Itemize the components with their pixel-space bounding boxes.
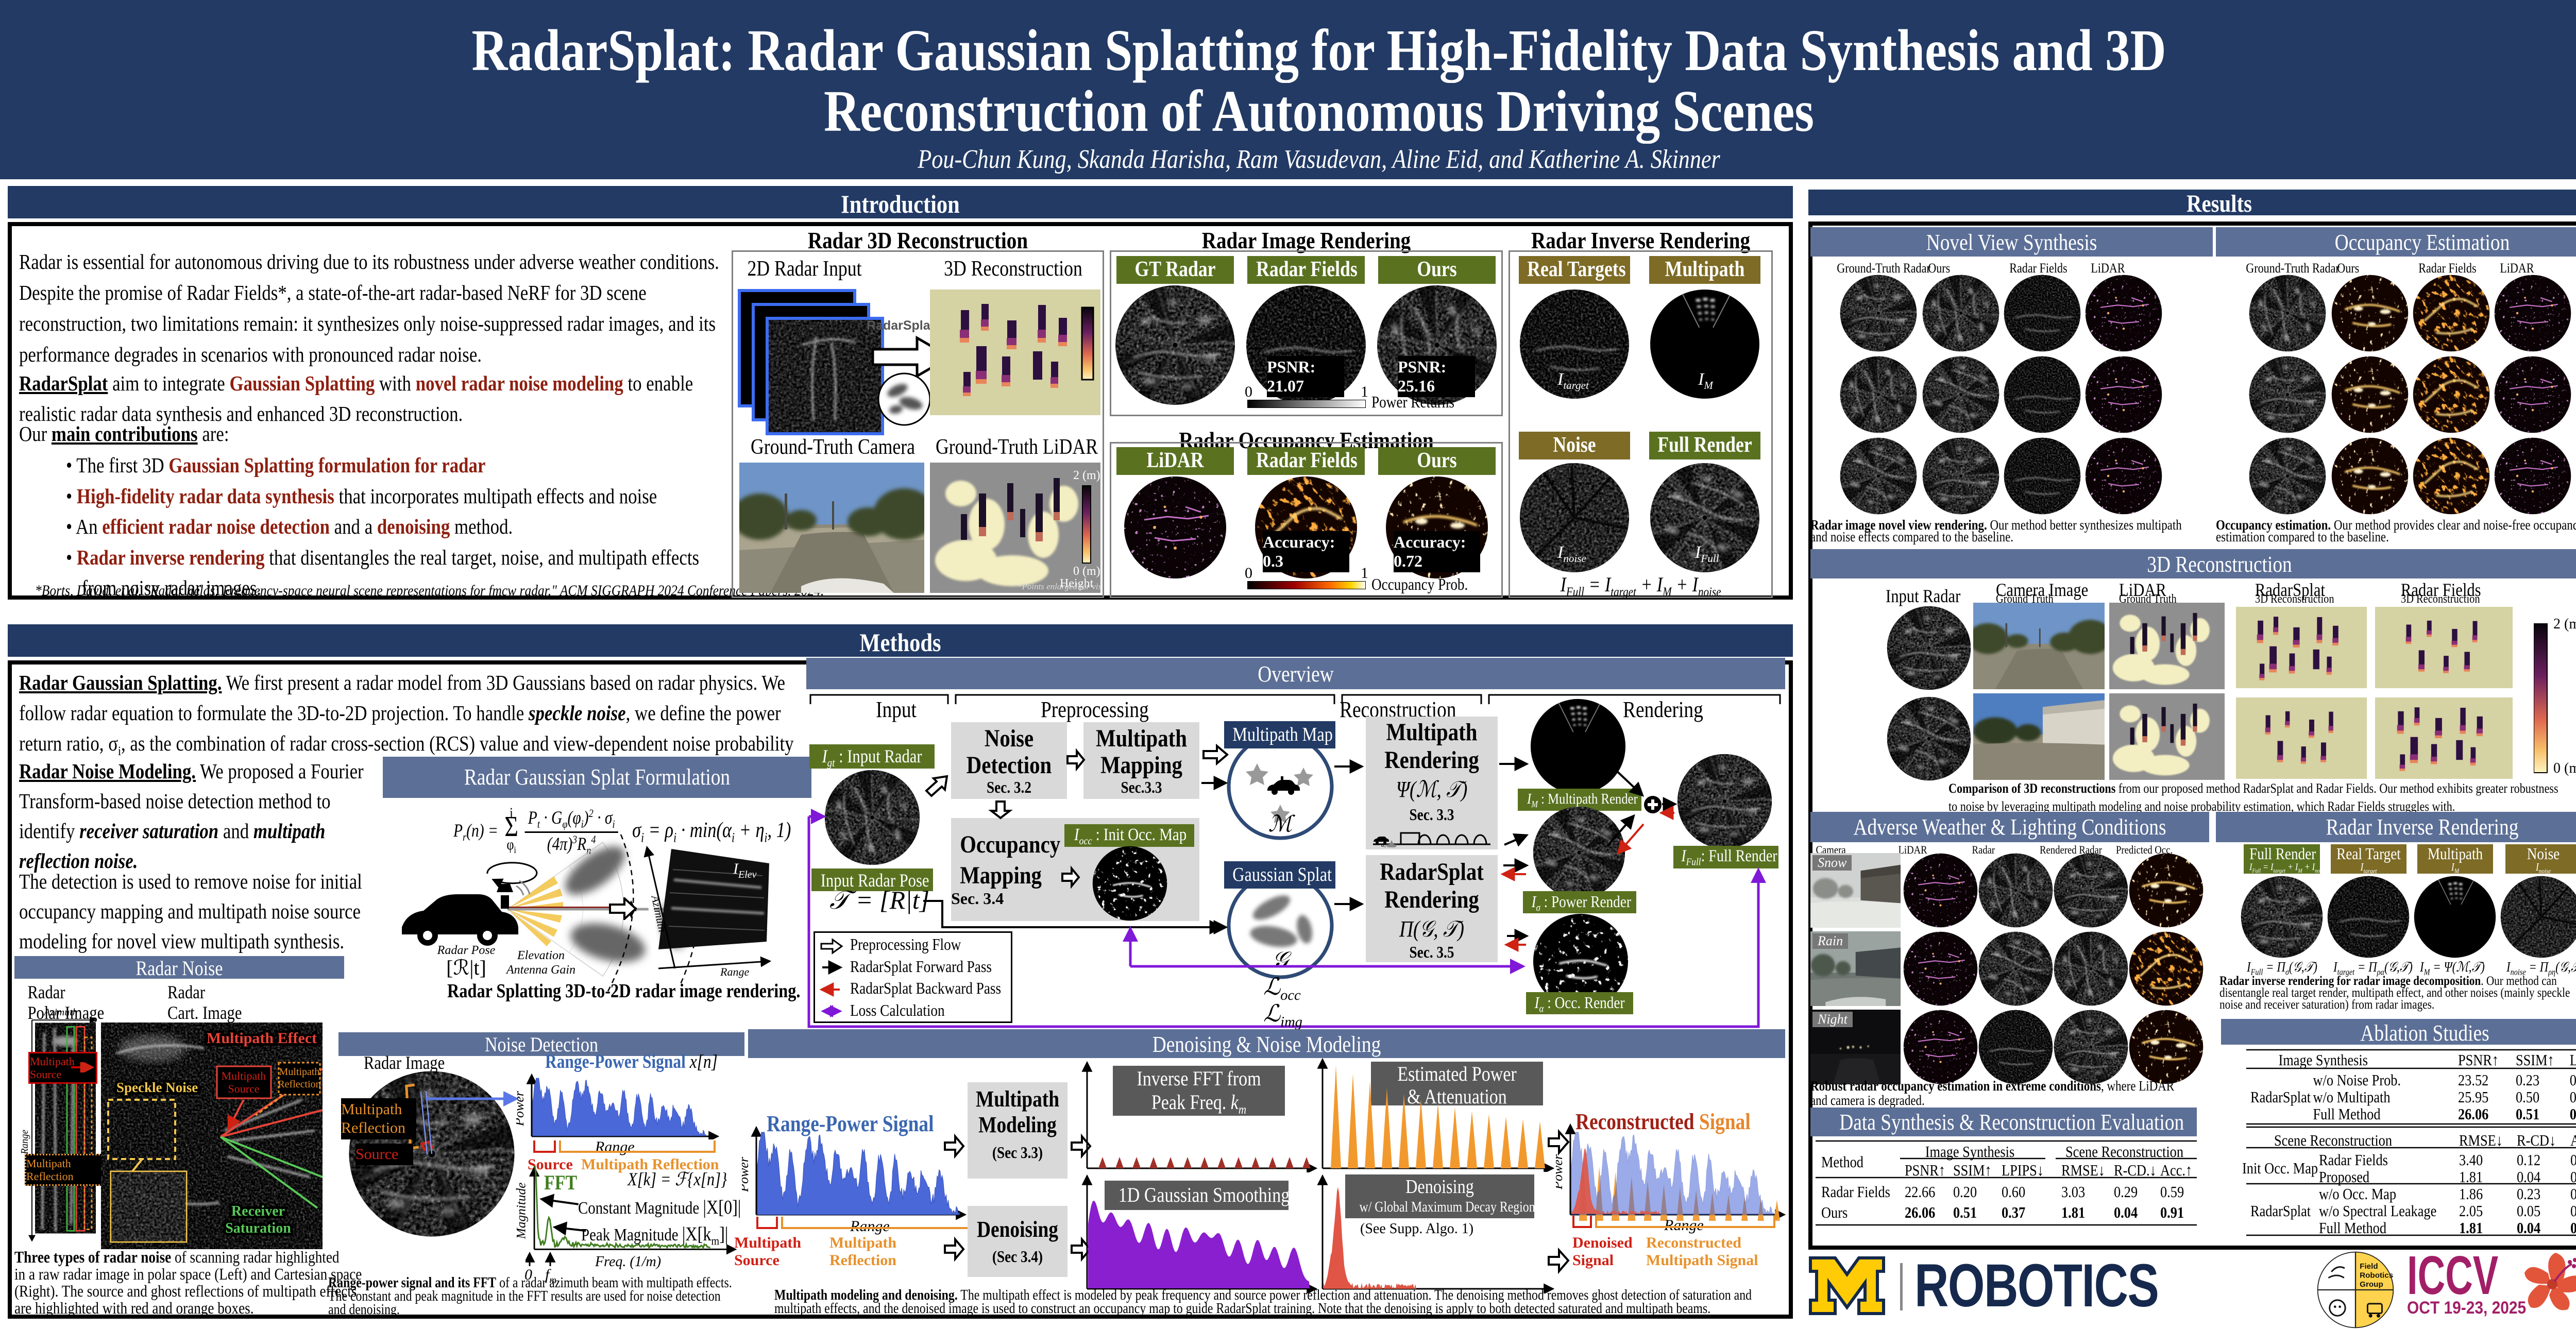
svg-text:Range: Range xyxy=(720,965,749,978)
svg-text:Group: Group xyxy=(2360,1280,2383,1289)
svg-text:Field: Field xyxy=(2360,1262,2378,1271)
svg-text:Reflection: Reflection xyxy=(278,1079,320,1090)
svg-text:[ℛ|t]: [ℛ|t] xyxy=(446,956,486,979)
svg-text:Range: Range xyxy=(21,1130,30,1155)
svg-text:Receiver: Receiver xyxy=(231,1203,285,1219)
svg-text:Source: Source xyxy=(228,1082,259,1095)
svg-text:d₀: d₀ xyxy=(1381,842,1386,847)
svg-text:ℳ: ℳ xyxy=(1268,811,1295,837)
svg-text:Power: Power xyxy=(1556,1154,1565,1190)
svg-text:Robotics: Robotics xyxy=(2360,1271,2393,1280)
svg-text:Elevation: Elevation xyxy=(517,949,565,962)
svg-text:Height: Height xyxy=(1060,577,1094,590)
svg-text:Saturation: Saturation xyxy=(225,1220,291,1236)
svg-text:Magnitude: Magnitude xyxy=(515,1183,529,1240)
svg-text:Azimuth: Azimuth xyxy=(43,1008,78,1018)
svg-text:Multipath: Multipath xyxy=(279,1066,320,1078)
svg-text:Speckle Noise: Speckle Noise xyxy=(116,1080,198,1095)
svg-text:0 (m): 0 (m) xyxy=(1073,565,1100,578)
svg-text:Antenna Gain: Antenna Gain xyxy=(505,963,575,977)
svg-text:Radar Pose: Radar Pose xyxy=(437,944,496,957)
svg-text:Power: Power xyxy=(742,1156,751,1192)
svg-text:*Points enlarged for visibilit: *Points enlarged for visibility xyxy=(1018,582,1100,591)
svg-text:Power: Power xyxy=(516,1091,527,1127)
svg-text:2 (m): 2 (m) xyxy=(1073,469,1100,482)
svg-text:Multipath: Multipath xyxy=(222,1069,266,1082)
svg-text:Multipath Effect: Multipath Effect xyxy=(207,1030,317,1047)
